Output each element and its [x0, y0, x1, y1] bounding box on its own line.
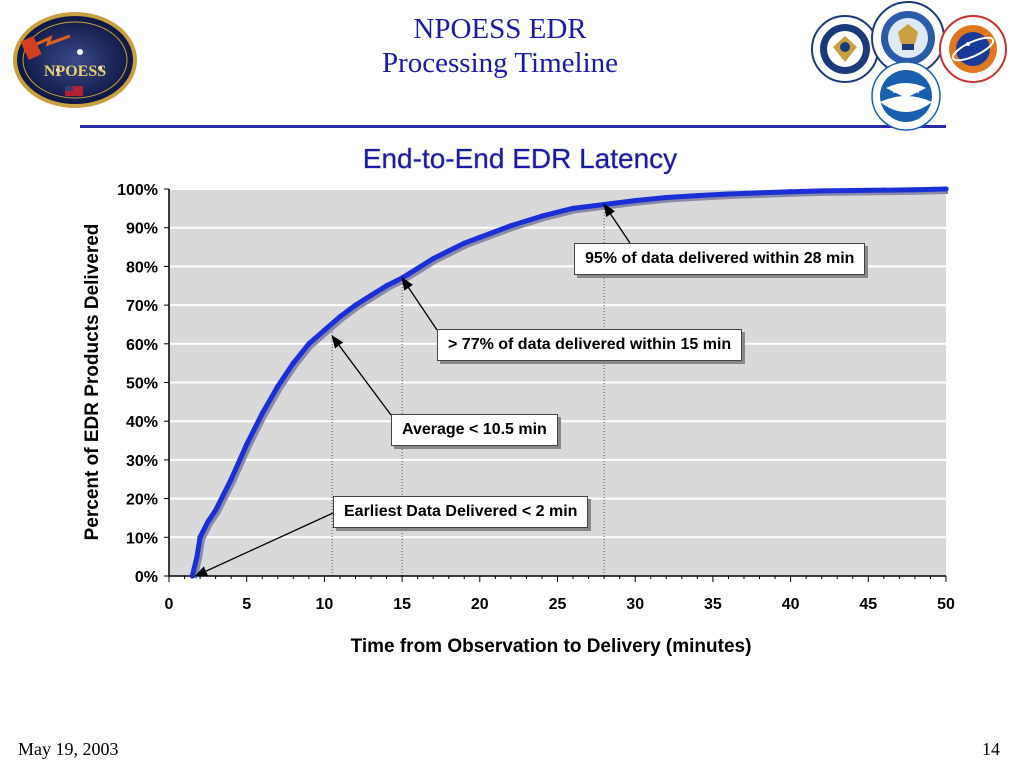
latency-series-line — [189, 186, 949, 579]
data-point — [321, 327, 327, 333]
data-point — [290, 360, 296, 366]
y-tick-label: 30% — [126, 453, 158, 470]
data-point — [430, 256, 436, 262]
header-divider — [80, 125, 946, 128]
data-point — [383, 283, 390, 289]
callout-earliest: Earliest Data Delivered < 2 min — [333, 496, 589, 528]
x-tick-label: 50 — [937, 596, 955, 613]
data-point — [446, 248, 452, 254]
data-point — [189, 573, 195, 579]
data-point — [213, 507, 219, 513]
y-tick-label: 20% — [126, 492, 158, 509]
annotation-arrows — [194, 203, 631, 577]
data-point — [539, 213, 545, 219]
x-axis-label: Time from Observation to Delivery (minut… — [351, 636, 752, 657]
y-tick-label: 70% — [126, 298, 158, 315]
page-title-line1: NPOESS EDR — [413, 13, 587, 45]
y-tick-label: 40% — [126, 414, 158, 431]
data-point — [228, 476, 234, 482]
data-point — [819, 188, 825, 194]
data-point — [352, 302, 359, 308]
y-tick-label: 50% — [126, 376, 158, 393]
grid-lines — [169, 188, 946, 539]
annotation-arrow — [401, 276, 438, 331]
data-point — [694, 192, 700, 199]
page-title: NPOESS EDR Processing Timeline — [300, 12, 700, 80]
data-point — [477, 234, 483, 240]
data-point — [306, 341, 312, 347]
x-tick-label: 30 — [626, 596, 644, 613]
annotation-arrow — [603, 203, 631, 244]
x-tick-label: 25 — [549, 596, 567, 613]
x-tick-label: 10 — [316, 596, 334, 613]
callout-77-percent: > 77% of data delivered within 15 min — [437, 329, 743, 361]
x-tick-label: 20 — [471, 596, 489, 613]
data-point — [943, 186, 949, 192]
data-point — [275, 383, 281, 389]
footer-date: May 19, 2003 — [18, 739, 119, 759]
y-tick-label: 10% — [126, 530, 158, 547]
y-tick-label: 60% — [126, 337, 158, 354]
y-tick-label: 100% — [117, 182, 158, 199]
data-point — [259, 410, 265, 417]
axes — [164, 188, 947, 582]
callout-95-percent: 95% of data delivered within 28 min — [574, 243, 866, 275]
dod-seal-icon — [811, 15, 879, 83]
data-point — [508, 223, 514, 229]
x-tick-label: 0 — [165, 596, 174, 613]
data-point — [244, 441, 250, 448]
data-point — [194, 554, 200, 560]
data-point — [912, 187, 918, 193]
x-tick-label: 45 — [859, 596, 877, 613]
y-tick-label: 0% — [135, 569, 158, 586]
data-point — [220, 492, 226, 498]
y-tick-labels: 0% 10% 20% 30% 40% 50% 60% 70% 80% 90% 100% — [117, 182, 158, 586]
series-layer — [189, 186, 949, 579]
x-tick-label: 35 — [704, 596, 722, 613]
y-tick-label: 90% — [126, 221, 158, 238]
data-point — [632, 198, 638, 204]
chart-title: End-to-End EDR Latency — [363, 143, 677, 174]
commerce-seal-icon — [871, 1, 945, 75]
annotation-arrow — [194, 512, 334, 577]
data-point — [461, 240, 467, 246]
x-tick-label: 15 — [393, 596, 411, 613]
data-point — [881, 187, 887, 193]
y-axis-label: Percent of EDR Products Delivered — [82, 224, 103, 541]
nasa-seal-icon — [939, 15, 1007, 83]
page-number: 14 — [982, 739, 1000, 759]
x-tick-label: 40 — [782, 596, 800, 613]
callout-average: Average < 10.5 min — [391, 414, 558, 446]
data-point — [205, 519, 211, 525]
annotation-arrow — [331, 335, 392, 416]
y-tick-label: 80% — [126, 259, 158, 276]
data-point — [415, 265, 421, 271]
data-point — [725, 191, 732, 197]
data-point — [368, 292, 374, 299]
data-point — [756, 190, 763, 196]
data-point — [197, 534, 203, 540]
data-point — [570, 205, 576, 211]
noaa-seal-text: NOAA — [893, 85, 920, 95]
noaa-seal-icon: NOAA — [871, 61, 941, 131]
data-point — [850, 187, 856, 194]
x-tick-labels: 0 5 10 15 20 25 30 35 40 45 50 — [165, 596, 955, 613]
x-tick-label: 5 — [242, 596, 251, 613]
page-title-line2: Processing Timeline — [381, 47, 619, 79]
data-point — [663, 194, 669, 201]
npoess-logo-text: NPOESS — [44, 63, 106, 80]
npoess-logo: NPOESS — [13, 12, 137, 108]
data-point — [788, 189, 794, 195]
data-point — [337, 314, 343, 320]
